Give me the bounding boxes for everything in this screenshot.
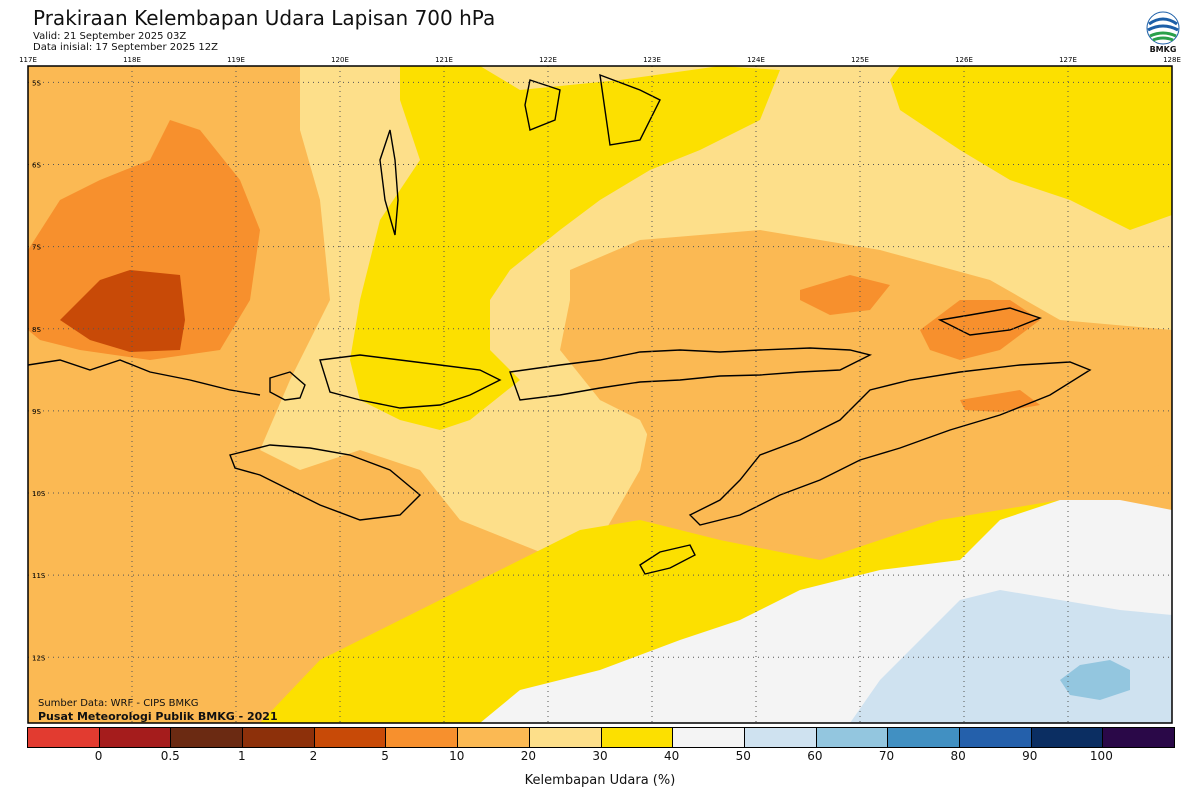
coast-sumbawa [319,354,502,409]
bmkg-logo: BMKG [1143,10,1183,60]
bmkg-logo-text: BMKG [1149,45,1177,54]
lon-label: 119E [227,56,245,64]
colorbar-tick-label: 80 [950,749,966,763]
lon-label: 127E [1059,56,1077,64]
colorbar-tick-label: 2 [309,749,318,763]
lon-label: 128E [1163,56,1181,64]
lat-label: 7S [32,244,41,252]
initial-data-time: Data inisial: 17 September 2025 12Z [33,42,218,53]
colorbar-swatch [458,728,530,747]
lat-label: 12S [32,654,46,662]
coast-islands-north [524,79,561,131]
lon-label: 126E [955,56,973,64]
colorbar-swatch [171,728,244,747]
coast-lombok [269,371,306,401]
colorbar-tick-label: 10 [449,749,465,763]
colorbar-swatch [601,728,674,747]
colorbar-swatch [959,728,1032,747]
lon-label: 122E [539,56,557,64]
field-blue-spot [1060,660,1130,700]
coastlines [28,73,1092,575]
colorbar-tick-label: 0 [94,749,103,763]
colorbar-swatch [529,728,602,747]
coast-sumba [229,444,422,521]
colorbar-tick-label: 90 [1022,749,1038,763]
colorbar-swatch [386,728,459,747]
lon-label: 117E [19,56,37,64]
colorbar-swatch [816,728,889,747]
field-orange-east-patch [800,275,890,315]
lat-label: 9S [32,408,41,416]
colorbar-tick-label: 0.5 [160,749,180,763]
lon-label: 121E [435,56,453,64]
colorbar-swatch [28,728,100,747]
coast-sulawesi-south [379,129,399,236]
coast-islands-north-2 [599,73,661,146]
coast-java-bali [28,359,261,396]
bmkg-logo-icon [1146,11,1180,45]
field-yellow-northeast [890,66,1172,230]
field-yellow-north [350,66,780,430]
lat-label: 6S [32,162,41,170]
colorbar-tick-label: 1 [238,749,246,763]
colorbar-tick-label: 50 [735,749,751,763]
colorbar-swatch [1103,728,1174,747]
valid-time: Valid: 21 September 2025 03Z [33,31,187,42]
colorbar-ticks: 0 0.5 1 2 5 10 20 30 40 50 60 70 80 90 100 [27,749,1173,765]
colorbar-swatch [888,728,960,747]
lon-label: 125E [851,56,869,64]
map-frame [27,65,1173,724]
coast-rote [639,544,696,575]
colorbar-tick-label: 60 [807,749,823,763]
colorbar-swatch [243,728,315,747]
lon-label: 120E [331,56,349,64]
map-title: Prakiraan Kelembapan Udara Lapisan 700 h… [33,6,496,30]
colorbar-tick-label: 30 [592,749,608,763]
lat-label: 8S [32,326,41,334]
coast-flores [509,347,873,401]
lat-label: 10S [32,490,46,498]
lat-label: 5S [32,79,41,87]
data-source: Sumber Data: WRF - CIPS BMKG [38,698,199,709]
colorbar-swatch [314,728,387,747]
lon-label: 118E [123,56,141,64]
field-orange-east-patch-2 [920,300,1040,360]
colorbar-swatch [744,728,817,747]
colorbar-tick-label: 5 [381,749,389,763]
colorbar [27,727,1175,748]
colorbar-tick-label: 70 [878,749,895,763]
coast-timor [688,361,1092,526]
colorbar-swatch [1031,728,1104,747]
colorbar-tick-label: 20 [520,749,537,763]
lat-label: 11S [32,572,46,580]
lon-label: 123E [643,56,661,64]
field-orange-dark-northwest [60,270,185,352]
colorbar-tick-label: 40 [663,749,680,763]
graticule [28,66,1172,723]
colorbar-tick-label: 100 [1089,749,1113,763]
lon-label: 124E [747,56,765,64]
coast-alor [937,307,1043,336]
colorbar-swatch [673,728,745,747]
colorbar-label: Kelembapan Udara (%) [524,773,676,788]
colorbar-swatch [99,728,172,747]
publisher: Pusat Meteorologi Publik BMKG - 2021 [38,710,278,723]
